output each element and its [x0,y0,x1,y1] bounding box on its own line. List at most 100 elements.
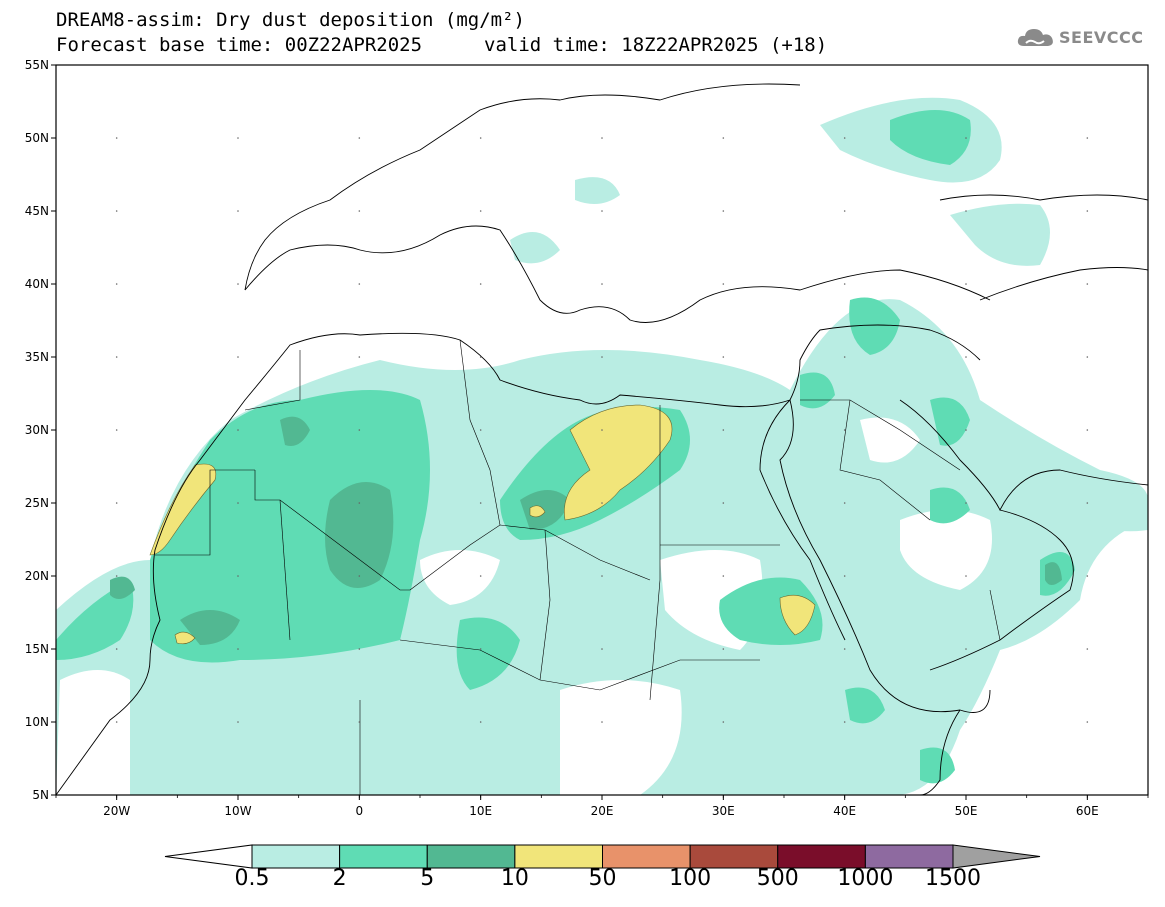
graticule-dot [358,356,361,358]
graticule-dot [843,283,846,285]
seevccc-logo: SEEVCCC [1016,24,1144,50]
cloud-icon [1017,29,1053,46]
lat-tick-label: 5N [32,788,49,802]
colorbar-label: 1500 [925,866,981,891]
graticule-dot [115,575,118,577]
graticule-dot [965,575,967,577]
graticule-dot [965,356,967,358]
contour-level-5 [110,416,1062,645]
graticule-dot [479,429,482,431]
graticule-dot [722,502,725,504]
graticule-dot [965,721,967,723]
graticule-dot [843,137,846,139]
graticule-dot [358,210,361,212]
graticule-dot [115,429,118,431]
logo-text: SEEVCCC [1059,27,1144,47]
graticule-dot [601,648,603,650]
graticule-dot [115,283,118,285]
latitude-axis: 55N 50N 45N 40N 35N 30N 25N 20N 15N 10N 5N [25,58,56,802]
graticule-dot [1086,429,1089,431]
graticule-dot [358,283,361,285]
colorbar-under-arrow [164,844,253,869]
graticule [115,137,1089,723]
graticule-dot [965,283,967,285]
graticule-dot [358,429,361,431]
graticule-dot [237,575,239,577]
lon-tick-label: 20E [591,804,614,818]
graticule-dot [115,721,118,723]
colorbar-label: 100 [669,866,712,891]
map-title: DREAM8-assim: Dry dust deposition (mg/m²… [56,9,525,31]
graticule-dot [722,648,725,650]
graticule-dot [965,210,967,212]
colorbar-label: 10 [500,866,529,891]
lon-tick-label: 40E [833,804,856,818]
lat-tick-label: 35N [25,350,49,364]
graticule-dot [479,137,482,139]
lat-tick-label: 10N [25,715,49,729]
graticule-dot [1086,283,1089,285]
colorbar-labels: 0.5 2 5 10 50 100 500 1000 1500 [0,866,1165,896]
graticule-dot [843,210,846,212]
graticule-dot [1086,721,1089,723]
graticule-dot [843,429,846,431]
lat-tick-label: 30N [25,423,49,437]
graticule-dot [479,648,482,650]
graticule-dot [479,283,482,285]
graticule-dot [115,210,118,212]
graticule-dot [601,137,603,139]
lon-tick-label: 20W [103,804,130,818]
graticule-dot [237,210,239,212]
dust-contours [56,97,1148,795]
valid-time: valid time: 18Z22APR2025 (+18) [484,34,828,56]
graticule-dot [843,721,846,723]
colorbar-over-arrow [952,844,1041,869]
lat-tick-label: 45N [25,204,49,218]
graticule-dot [237,648,239,650]
colorbar [164,844,1041,869]
graticule-dot [1086,502,1089,504]
graticule-dot [843,356,846,358]
graticule-dot [722,137,725,139]
graticule-dot [479,575,482,577]
graticule-dot [358,575,361,577]
graticule-dot [1086,210,1089,212]
borders [155,339,1001,795]
lon-tick-label: 10E [469,804,492,818]
lon-tick-label: 30E [712,804,735,818]
colorbar-label: 5 [420,866,435,891]
graticule-dot [1086,137,1089,139]
lat-tick-label: 55N [25,58,49,72]
graticule-dot [479,356,482,358]
contour-level-10 [149,404,816,645]
graticule-dot [965,502,967,504]
graticule-dot [601,429,603,431]
graticule-dot [237,429,239,431]
graticule-dot [965,648,967,650]
graticule-dot [965,429,967,431]
graticule-dot [601,721,603,723]
colorbar-segment [689,844,779,869]
graticule-dot [722,283,725,285]
graticule-dot [601,283,603,285]
graticule-dot [358,721,361,723]
graticule-dot [115,502,118,504]
graticule-dot [115,648,118,650]
forecast-base-time: Forecast base time: 00Z22APR2025 [56,34,423,56]
lat-tick-label: 25N [25,496,49,510]
graticule-dot [722,429,725,431]
colorbar-segment [864,844,954,869]
graticule-dot [358,137,361,139]
graticule-dot [843,648,846,650]
colorbar-segment [251,844,341,869]
graticule-dot [358,648,361,650]
graticule-dot [237,721,239,723]
graticule-dot [1086,575,1089,577]
graticule-dot [722,575,725,577]
graticule-dot [237,502,239,504]
graticule-dot [843,575,846,577]
graticule-dot [722,356,725,358]
no-dust-areas [56,410,992,795]
lon-tick-label: 60E [1076,804,1099,818]
